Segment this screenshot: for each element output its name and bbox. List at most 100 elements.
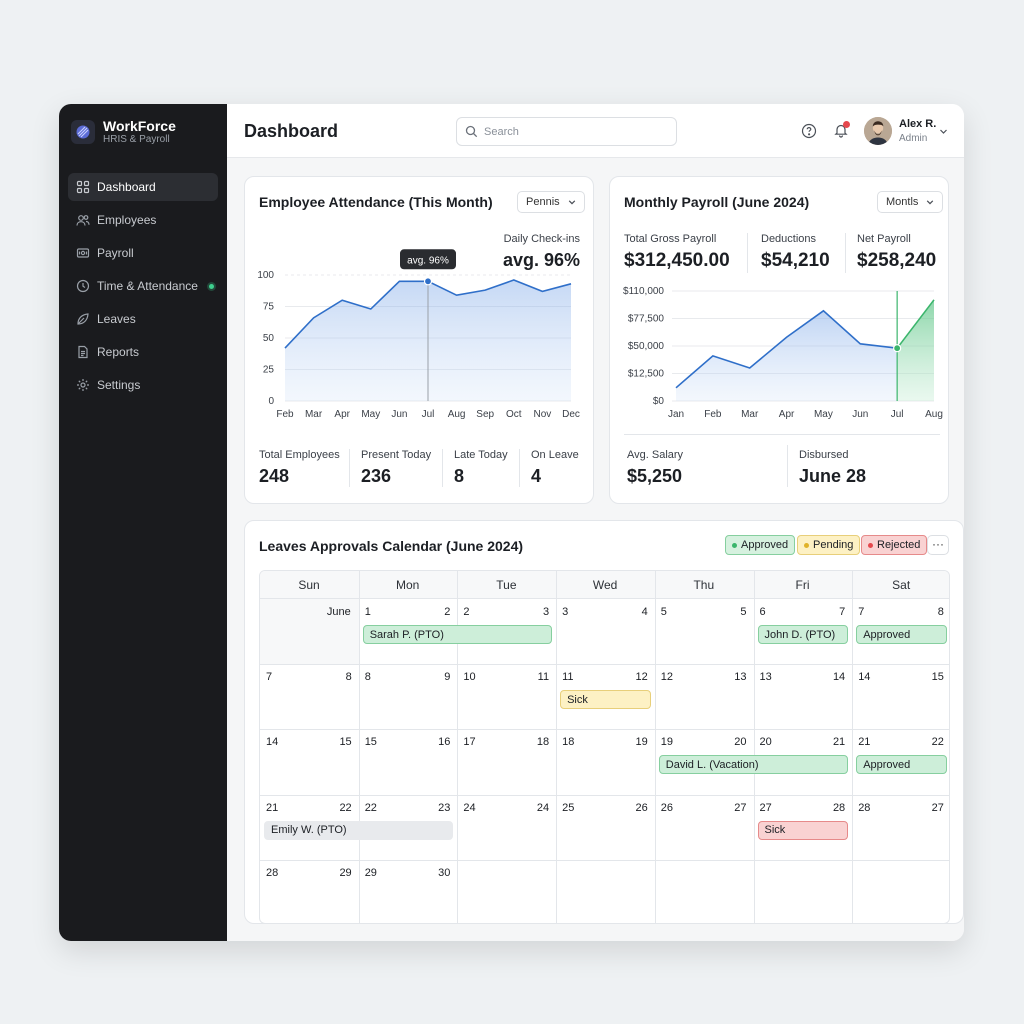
calendar-day-cell[interactable]: 29 30: [359, 860, 458, 923]
search-icon: [465, 125, 478, 138]
calendar-day-cell[interactable]: 12 13: [655, 664, 754, 729]
day-number: 20: [759, 736, 772, 749]
sidebar-item-leaves[interactable]: Leaves: [68, 305, 218, 333]
legend-approved[interactable]: Approved: [725, 535, 796, 555]
calendar-day-cell[interactable]: June: [260, 599, 359, 664]
grid-line: [260, 664, 949, 666]
weekday-label: Sat: [892, 578, 911, 592]
tooltip-label: avg. 96%: [407, 255, 449, 266]
chevron-down-icon: [568, 200, 575, 205]
sidebar-item-dashboard[interactable]: Dashboard: [68, 173, 218, 201]
sidebar-item-reports[interactable]: Reports: [68, 338, 218, 366]
leave-event[interactable]: Sick: [757, 820, 849, 840]
leave-event[interactable]: Approved: [856, 755, 947, 775]
day-number-secondary: 24: [536, 801, 550, 814]
more-options-button[interactable]: ···: [927, 535, 949, 555]
sidebar-item-label: Settings: [97, 378, 141, 392]
calendar-day-cell[interactable]: 20 21: [754, 729, 853, 794]
calendar-day-cell[interactable]: 10 11: [457, 664, 556, 729]
stat-value-total-employees: 248: [259, 466, 290, 486]
y-tick-label: $77,500: [628, 314, 665, 325]
x-tick-label: Aug: [448, 409, 466, 420]
day-number-secondary: 16: [438, 736, 451, 749]
calendar-day-cell[interactable]: 11 12: [556, 664, 655, 729]
stat-label-net-payroll: Net Payroll: [857, 233, 911, 245]
calendar-day-cell[interactable]: 22 23: [359, 795, 458, 860]
weekday-label: Thu: [693, 578, 715, 592]
day-number: 2: [463, 606, 470, 618]
leave-event[interactable]: Sick: [560, 690, 651, 710]
grid-line: [358, 571, 360, 923]
search-box: [456, 117, 677, 146]
day-number-secondary: 4: [641, 606, 648, 618]
search-input[interactable]: [484, 125, 664, 138]
day-number-secondary: 20: [734, 736, 747, 749]
day-number: 21: [858, 736, 871, 749]
calendar-day-cell[interactable]: 17 18: [457, 729, 556, 794]
leave-event[interactable]: Emily W. (PTO): [264, 820, 454, 840]
calendar-day-cell[interactable]: [655, 860, 754, 923]
calendar-day-cell[interactable]: [754, 860, 853, 923]
payroll-period-select[interactable]: Montls: [877, 191, 944, 213]
sidebar-item-time-attendance[interactable]: Time & Attendance: [68, 272, 218, 300]
leave-event[interactable]: John D. (PTO): [757, 625, 849, 644]
sidebar-item-settings[interactable]: Settings: [68, 371, 218, 399]
help-icon[interactable]: [801, 123, 817, 139]
calendar-day-cell[interactable]: 18 19: [556, 729, 655, 794]
day-number: 7: [266, 671, 273, 684]
grid-line: [556, 571, 558, 923]
chevron-down-icon[interactable]: [939, 127, 948, 136]
legend-pending[interactable]: Pending: [797, 535, 861, 555]
calendar-day-cell[interactable]: 25 26: [556, 795, 655, 860]
calendar-day-cell[interactable]: 26 27: [655, 795, 754, 860]
calendar-day-cell[interactable]: 13 14: [754, 664, 853, 729]
calendar-day-cell[interactable]: 14 15: [260, 729, 359, 794]
calendar-day-cell[interactable]: 14 15: [852, 664, 949, 729]
legend-label: Approved: [741, 539, 789, 551]
leave-event[interactable]: Approved: [856, 625, 947, 644]
calendar-day-cell[interactable]: [852, 860, 949, 923]
day-number: 6: [759, 606, 766, 618]
calendar-day-cell[interactable]: 19 20: [655, 729, 754, 794]
calendar-day-cell[interactable]: 27 28: [754, 795, 853, 860]
calendar-day-cell[interactable]: 24 24: [457, 795, 556, 860]
calendar-day-cell[interactable]: [556, 860, 655, 923]
attendance-period-select[interactable]: Pennis: [517, 191, 585, 213]
day-number: 26: [660, 801, 674, 814]
day-number-secondary: 7: [839, 606, 846, 618]
day-number-secondary: 19: [635, 736, 648, 749]
day-number: 17: [463, 736, 476, 749]
day-number-secondary: 27: [931, 801, 944, 814]
day-number-secondary: 12: [635, 671, 648, 684]
day-number: 18: [562, 736, 575, 749]
user-name[interactable]: Alex R.: [899, 118, 937, 130]
sidebar-item-employees[interactable]: Employees: [68, 206, 218, 234]
sidebar-nav: Dashboard Employees Payroll Time & Atten…: [68, 173, 218, 404]
calendar-day-cell[interactable]: 28 29: [260, 860, 359, 923]
avatar[interactable]: [864, 117, 892, 145]
day-number: 10: [463, 671, 476, 684]
sidebar-item-payroll[interactable]: Payroll: [68, 239, 218, 267]
legend-rejected[interactable]: Rejected: [861, 535, 928, 555]
leave-event[interactable]: Sarah P. (PTO): [362, 625, 553, 644]
x-tick-label: Feb: [704, 409, 722, 420]
divider: [845, 233, 846, 273]
leave-event[interactable]: David L. (Vacation): [658, 755, 849, 775]
weekday-label: Mon: [396, 578, 420, 592]
calendar-day-cell[interactable]: 15 16: [359, 729, 458, 794]
calendar-day-cell[interactable]: 28 27: [852, 795, 949, 860]
calendar-day-cell[interactable]: 21 22: [852, 729, 949, 794]
day-number-secondary: 8: [345, 671, 352, 684]
calendar-day-cell[interactable]: [457, 860, 556, 923]
brand[interactable]: WorkForce HRIS & Payroll: [71, 118, 176, 146]
calendar-day-cell[interactable]: 21 22: [260, 795, 359, 860]
legend-label: Rejected: [877, 539, 921, 551]
